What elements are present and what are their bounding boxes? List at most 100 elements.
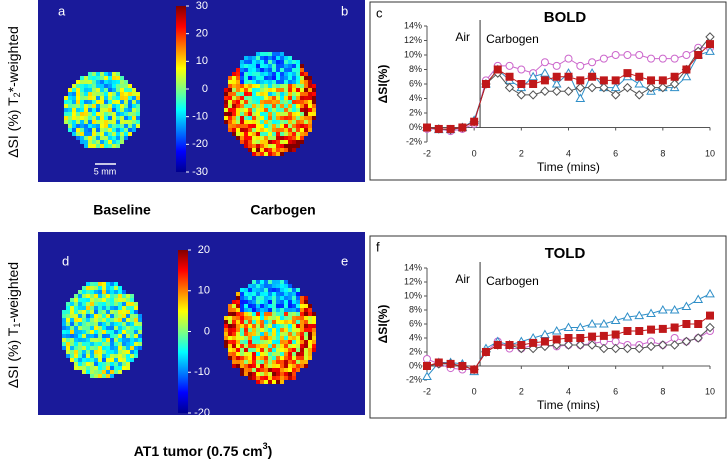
mri-pixel: [106, 310, 110, 314]
mri-pixel: [120, 76, 124, 80]
marker: [634, 78, 645, 88]
mri-pixel: [252, 320, 256, 324]
mri-pixel: [248, 136, 252, 140]
mri-pixel: [80, 124, 84, 128]
mri-pixel: [114, 282, 118, 286]
mri-pixel: [94, 346, 98, 350]
mri-pixel: [280, 372, 284, 376]
mri-pixel: [272, 340, 276, 344]
mri-pixel: [256, 364, 260, 368]
mri-pixel: [94, 326, 98, 330]
mri-pixel: [312, 88, 316, 92]
mri-pixel: [116, 132, 120, 136]
mri-pixel: [96, 84, 100, 88]
mri-pixel: [248, 328, 252, 332]
mri-pixel: [284, 148, 288, 152]
mri-pixel: [272, 144, 276, 148]
row-label-sub: 2: [12, 92, 22, 97]
mri-pixel: [248, 364, 252, 368]
mri-pixel: [80, 108, 84, 112]
mri-pixel: [276, 324, 280, 328]
mri-pixel: [112, 88, 116, 92]
mri-pixel: [276, 344, 280, 348]
mri-pixel: [256, 372, 260, 376]
mri-pixel: [88, 72, 92, 76]
mri-pixel: [76, 132, 80, 136]
mri-pixel: [276, 60, 280, 64]
marker: [434, 358, 443, 367]
mri-pixel: [98, 350, 102, 354]
mri-pixel: [110, 338, 114, 342]
x-tick-label: 2: [519, 148, 524, 158]
mri-pixel: [252, 348, 256, 352]
mri-pixel: [120, 136, 124, 140]
mri-pixel: [100, 84, 104, 88]
marker: [669, 79, 680, 89]
mri-pixel: [256, 64, 260, 68]
mri-pixel: [280, 64, 284, 68]
mri-pixel: [94, 334, 98, 338]
mri-pixel: [84, 144, 88, 148]
mri-pixel: [236, 348, 240, 352]
mri-pixel: [138, 318, 142, 322]
mri-pixel: [136, 124, 140, 128]
mri-pixel: [272, 124, 276, 128]
mri-pixel: [264, 148, 268, 152]
mri-pixel: [138, 342, 142, 346]
mri-pixel: [236, 120, 240, 124]
mri-pixel: [96, 124, 100, 128]
mri-pixel: [280, 356, 284, 360]
marker: [516, 90, 527, 100]
mri-pixel: [228, 316, 232, 320]
mri-pixel: [94, 370, 98, 374]
mri-pixel: [72, 100, 76, 104]
mri-pixel: [252, 84, 256, 88]
mri-pixel: [292, 320, 296, 324]
mri-pixel: [248, 356, 252, 360]
mri-pixel: [248, 368, 252, 372]
mri-pixel: [264, 92, 268, 96]
mri-pixel: [268, 308, 272, 312]
mri-pixel: [88, 144, 92, 148]
mri-pixel: [304, 312, 308, 316]
mri-pixel: [94, 302, 98, 306]
mri-pixel: [84, 112, 88, 116]
mri-pixel: [252, 120, 256, 124]
y-tick-label: 2%: [409, 107, 422, 117]
mri-pixel: [288, 360, 292, 364]
mri-pixel: [280, 52, 284, 56]
mri-pixel: [296, 96, 300, 100]
mri-pixel: [120, 80, 124, 84]
mri-pixel: [224, 332, 228, 336]
mri-pixel: [244, 88, 248, 92]
mri-pixel: [300, 332, 304, 336]
mri-pixel: [96, 72, 100, 76]
mri-pixel: [252, 340, 256, 344]
mri-pixel: [264, 304, 268, 308]
mri-pixel: [264, 128, 268, 132]
mri-pixel: [268, 88, 272, 92]
mri-pixel: [76, 112, 80, 116]
mri-pixel: [102, 334, 106, 338]
mri-pixel: [256, 120, 260, 124]
mri-pixel: [104, 136, 108, 140]
marker: [575, 340, 585, 350]
mri-pixel: [308, 128, 312, 132]
mri-pixel: [74, 330, 78, 334]
mri-pixel: [132, 108, 136, 112]
mri-pixel: [244, 140, 248, 144]
mri-pixel: [280, 296, 284, 300]
mri-pixel: [232, 104, 236, 108]
mri-pixel: [288, 88, 292, 92]
mri-pixel: [252, 80, 256, 84]
mri-pixel: [280, 336, 284, 340]
mri-pixel: [272, 104, 276, 108]
mri-pixel: [288, 364, 292, 368]
mri-pixel: [284, 104, 288, 108]
mri-pixel: [112, 92, 116, 96]
mri-pixel: [90, 282, 94, 286]
mri-pixel: [92, 76, 96, 80]
mri-pixel: [308, 332, 312, 336]
mri-pixel: [308, 80, 312, 84]
mri-pixel: [244, 92, 248, 96]
